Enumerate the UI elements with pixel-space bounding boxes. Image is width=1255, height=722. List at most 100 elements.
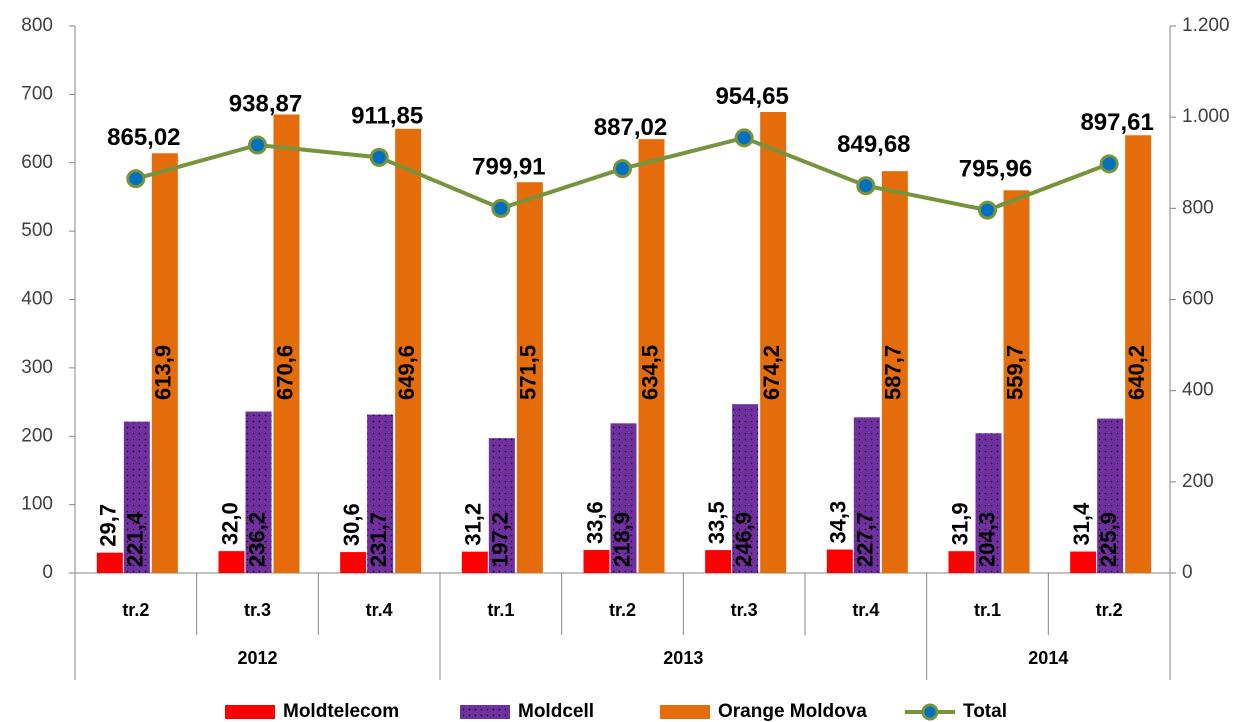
bar [881, 171, 908, 573]
y2-tick-label: 0 [1182, 562, 1193, 583]
group-label: 2012 [237, 648, 277, 668]
bar [610, 423, 637, 573]
x-tick-label: tr.2 [122, 600, 149, 620]
data-label: 218,9 [609, 512, 634, 567]
data-label: 221,4 [123, 511, 148, 567]
total-label: 887,02 [594, 114, 667, 141]
bar [123, 421, 150, 573]
legend-marker [921, 703, 939, 721]
data-label: 236,2 [244, 512, 269, 567]
marker [1099, 154, 1119, 174]
data-label: 246,9 [731, 512, 756, 567]
y2-tick-label: 1.200 [1182, 15, 1230, 36]
group-label: 2013 [663, 648, 703, 668]
total-label: 897,61 [1080, 109, 1153, 136]
bar [1070, 551, 1097, 573]
data-label: 34,3 [826, 501, 851, 544]
total-label: 911,85 [351, 103, 423, 130]
y-tick-label: 200 [21, 425, 53, 446]
marker [126, 169, 146, 189]
bar [732, 404, 759, 573]
data-label: 640,2 [1124, 345, 1149, 400]
data-label: 31,2 [461, 503, 486, 546]
bar [853, 417, 880, 573]
y-tick-label: 500 [21, 220, 53, 241]
data-label: 30,6 [339, 503, 364, 546]
legend-label: Moldcell [518, 701, 594, 722]
x-tick-label: tr.4 [366, 600, 393, 620]
bar [948, 551, 975, 573]
bar [367, 414, 394, 573]
total-label: 795,96 [959, 156, 1032, 183]
bar [583, 550, 610, 573]
data-label: 197,2 [488, 512, 513, 567]
data-label: 231,7 [366, 512, 391, 567]
y-tick-label: 400 [21, 289, 53, 310]
bar [340, 552, 367, 573]
data-label: 634,5 [637, 345, 662, 400]
y2-tick-label: 800 [1182, 197, 1214, 218]
y-tick-label: 100 [21, 494, 53, 515]
x-tick-label: tr.2 [1096, 600, 1123, 620]
marker [856, 176, 876, 196]
data-label: 204,3 [974, 512, 999, 567]
y-tick-label: 600 [21, 152, 53, 173]
legend-swatch [660, 705, 710, 719]
bar [395, 128, 422, 573]
x-tick-label: tr.1 [487, 600, 514, 620]
bar [975, 433, 1002, 573]
x-tick-label: tr.4 [852, 600, 879, 620]
bar [638, 139, 665, 573]
bar [516, 182, 543, 573]
marker [369, 147, 389, 167]
x-tick-label: tr.3 [244, 600, 271, 620]
bar [1125, 135, 1152, 573]
legend-swatch [225, 705, 275, 719]
data-label: 571,5 [516, 345, 541, 400]
y2-tick-label: 600 [1182, 289, 1214, 310]
marker [248, 135, 267, 155]
data-label: 613,9 [151, 345, 176, 400]
group-label: 2014 [1028, 648, 1068, 668]
y2-tick-label: 200 [1182, 471, 1214, 492]
legend-label: Orange Moldova [718, 701, 867, 722]
data-label: 587,7 [881, 345, 906, 400]
legend-label: Total [963, 701, 1007, 722]
y-tick-label: 800 [21, 15, 53, 36]
data-label: 225,9 [1096, 512, 1121, 567]
bar [1097, 418, 1124, 573]
bar [151, 153, 178, 573]
total-label: 938,87 [229, 90, 302, 117]
legend-swatch [460, 705, 510, 719]
data-label: 31,9 [947, 502, 972, 545]
bar [273, 114, 300, 574]
data-label: 674,2 [759, 345, 784, 400]
bar [488, 438, 515, 573]
y-tick-label: 300 [21, 357, 53, 378]
data-label: 31,4 [1069, 502, 1094, 546]
bar [245, 411, 272, 573]
bar [96, 552, 123, 573]
data-label: 33,6 [582, 501, 607, 544]
y2-tick-label: 1.000 [1182, 106, 1230, 127]
bar [760, 112, 787, 573]
y2-tick-label: 400 [1182, 380, 1214, 401]
bar [1003, 190, 1030, 574]
total-label: 849,68 [837, 131, 910, 158]
bar [826, 549, 853, 573]
marker [491, 198, 511, 218]
bar [705, 550, 732, 573]
total-label: 954,65 [715, 83, 788, 110]
y-tick-label: 700 [21, 83, 53, 104]
total-label: 799,91 [472, 154, 545, 181]
data-label: 559,7 [1002, 345, 1027, 400]
data-label: 33,5 [704, 501, 729, 544]
x-tick-label: tr.1 [974, 600, 1001, 620]
legend-label: Moldtelecom [283, 701, 399, 722]
bar [461, 551, 488, 573]
marker [613, 159, 632, 179]
data-label: 670,6 [272, 345, 297, 400]
marker [978, 200, 997, 220]
data-label: 227,7 [853, 512, 878, 567]
